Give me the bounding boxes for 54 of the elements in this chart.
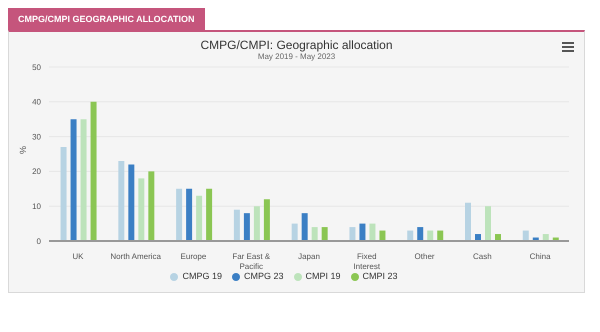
bar	[417, 227, 424, 241]
bar	[186, 188, 192, 241]
bar	[128, 164, 134, 241]
legend-label: CMPI 19	[306, 271, 341, 281]
x-tick-label: Europe	[180, 252, 207, 261]
y-tick-label: 40	[32, 98, 42, 107]
bar	[90, 102, 97, 241]
bar	[407, 230, 414, 241]
chart-title: CMPG/CMPI: Geographic allocation	[199, 38, 394, 52]
y-tick-label: 20	[32, 167, 42, 176]
bar	[244, 213, 250, 241]
bar	[234, 210, 240, 241]
y-tick-label: 30	[32, 132, 42, 142]
bar	[176, 188, 182, 241]
bar	[427, 230, 434, 241]
legend-label: CMPG 23	[244, 271, 284, 281]
x-tick-label: Fixed Interest	[353, 252, 381, 271]
x-tick-label: Japan	[298, 252, 320, 261]
bar	[465, 202, 471, 241]
bar	[349, 227, 356, 241]
bar	[302, 213, 308, 241]
x-tick-label: Cash	[472, 252, 492, 261]
bar	[322, 227, 328, 241]
bar	[264, 199, 270, 241]
legend-label: CMPG 19	[182, 271, 222, 281]
y-tick-label: 50	[32, 62, 42, 72]
y-tick-label: 0	[36, 236, 42, 246]
bar	[70, 119, 77, 241]
bar	[60, 147, 67, 241]
x-tick-label: Far East & Pacific	[232, 252, 271, 271]
x-tick-label: China	[530, 252, 552, 261]
bar	[312, 227, 318, 241]
y-axis-title: %	[18, 146, 28, 154]
bar	[292, 224, 298, 241]
legend-label: CMPI 23	[362, 271, 398, 281]
bar	[148, 171, 154, 241]
bar	[369, 224, 376, 241]
bar	[485, 206, 491, 241]
y-tick-label: 10	[32, 202, 42, 212]
chart-subtitle: May 2019 - May 2023	[256, 52, 336, 61]
bar	[379, 230, 386, 241]
bar	[254, 206, 260, 241]
x-tick-label: UK	[72, 252, 84, 261]
bar	[437, 230, 444, 241]
bar	[206, 188, 212, 241]
bar	[522, 230, 529, 241]
bar	[196, 196, 202, 241]
bar	[118, 160, 124, 241]
x-tick-label: Other	[414, 252, 435, 261]
bar	[359, 224, 366, 241]
bar	[80, 119, 87, 241]
bar	[138, 178, 144, 241]
text: CMPG/CMPI GEOGRAPHIC ALLOCATION	[18, 14, 194, 24]
x-tick-label: North America	[110, 252, 162, 261]
